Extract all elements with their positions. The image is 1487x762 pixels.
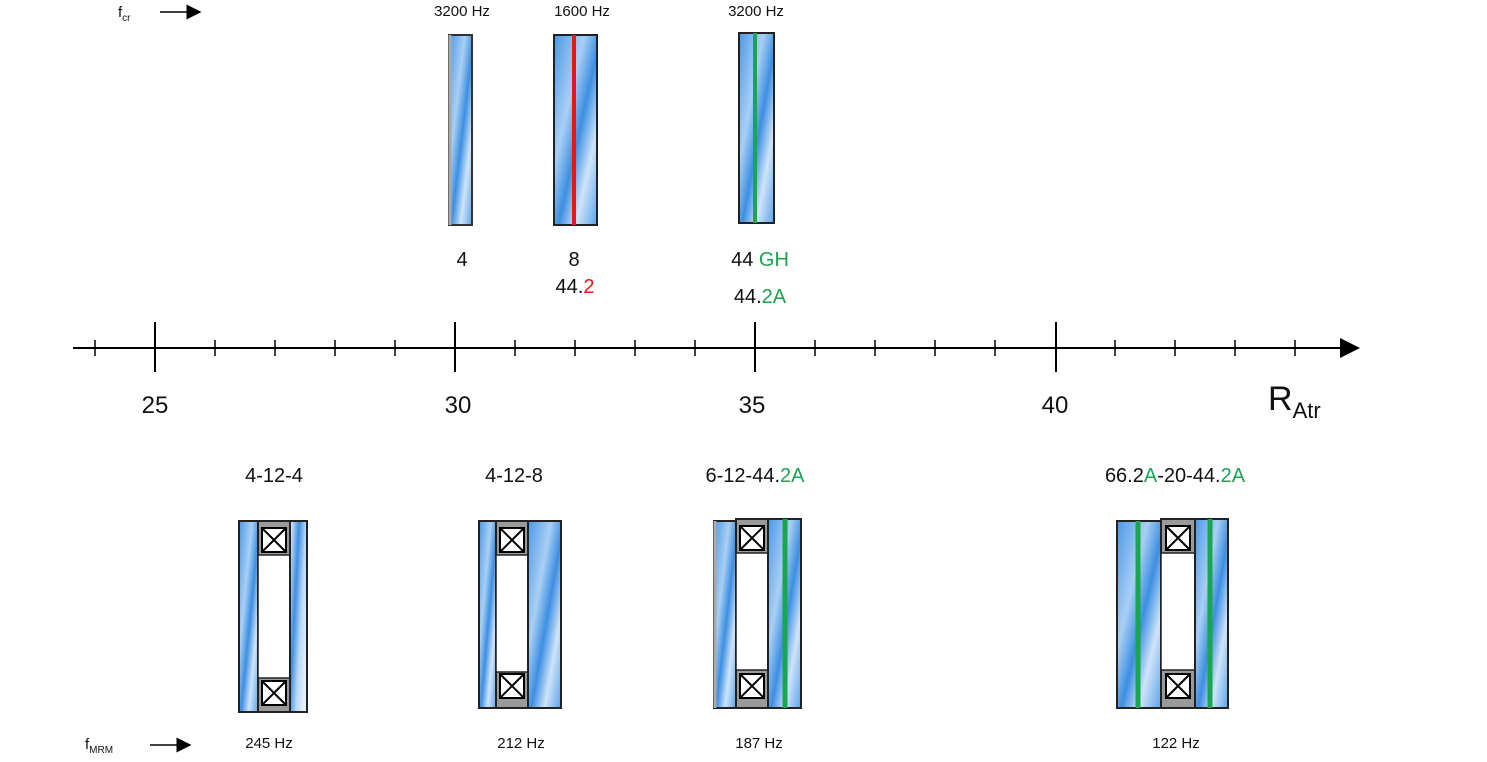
top-freq-1: 3200 Hz — [434, 3, 490, 20]
axis-label-sub: Atr — [1292, 397, 1321, 423]
top-name-2-accent: 2 — [583, 276, 595, 298]
fmrm-sub: MRM — [89, 745, 114, 756]
bottom-freq-1: 245 Hz — [245, 735, 293, 752]
axis-label: RAtr — [1268, 380, 1321, 424]
unit-4-12-8 — [478, 520, 562, 709]
top-name-3-accent: GH — [758, 249, 789, 271]
bottom-freq-2: 212 Hz — [497, 735, 545, 752]
fmrm-letter: f — [85, 736, 90, 753]
axis-major-ticks — [154, 322, 1057, 372]
top-name-1: 4 — [456, 249, 468, 271]
unit-6-12-44-2a — [713, 518, 802, 709]
fmrm-label: fMRM — [85, 736, 113, 756]
bottom-title-4: 66.2A-20-44.2A — [1075, 465, 1275, 488]
bottom-title-3-prefix: 6-12-44. — [705, 465, 781, 487]
top-name-3-sub-accent: 2A — [761, 286, 787, 308]
bottom-title-3-accent: 2A — [780, 465, 805, 487]
top-name-3-sub-prefix: 44. — [733, 286, 762, 308]
axis-tick-35: 35 — [738, 392, 766, 419]
bottom-title-2: 4-12-8 — [485, 465, 543, 487]
fcr-label: fcr — [118, 4, 131, 24]
top-glass-4 — [448, 34, 473, 226]
unit-4-12-4 — [238, 520, 308, 713]
bottom-title-4-p1: 66.2 — [1104, 465, 1144, 487]
bottom-title-4-a1: A — [1143, 465, 1158, 487]
top-freq-3: 3200 Hz — [728, 3, 784, 20]
bottom-title-1: 4-12-4 — [245, 465, 303, 487]
axis-tick-30: 30 — [444, 392, 472, 419]
fcr-letter: f — [118, 4, 123, 21]
bottom-freq-4: 122 Hz — [1152, 735, 1200, 752]
axis-tick-40: 40 — [1041, 392, 1069, 419]
top-name-2-prefix: 44. — [555, 276, 584, 298]
bottom-title-3: 6-12-44.2A — [680, 465, 830, 488]
bottom-title-4-a2: 2A — [1220, 465, 1246, 487]
top-name-2-sub: 44.2 — [540, 276, 610, 299]
top-freq-2: 1600 Hz — [554, 3, 610, 20]
fcr-sub: cr — [122, 13, 131, 24]
unit-66-2a-20-44-2a — [1116, 518, 1229, 709]
axis-minor-ticks — [94, 340, 1296, 356]
axis-tick-25: 25 — [141, 392, 169, 419]
bottom-freq-3: 187 Hz — [735, 735, 783, 752]
top-name-3-sub: 44.2A — [715, 286, 805, 309]
bottom-title-4-p2: -20-44. — [1157, 465, 1221, 487]
top-name-2: 8 — [568, 249, 580, 271]
top-name-3-prefix: 44 — [731, 249, 759, 271]
axis-label-r: R — [1268, 380, 1293, 418]
top-glass-44-gh — [738, 32, 775, 224]
top-name-3: 44 GH — [715, 249, 805, 272]
top-glass-8-44-2 — [553, 34, 598, 226]
